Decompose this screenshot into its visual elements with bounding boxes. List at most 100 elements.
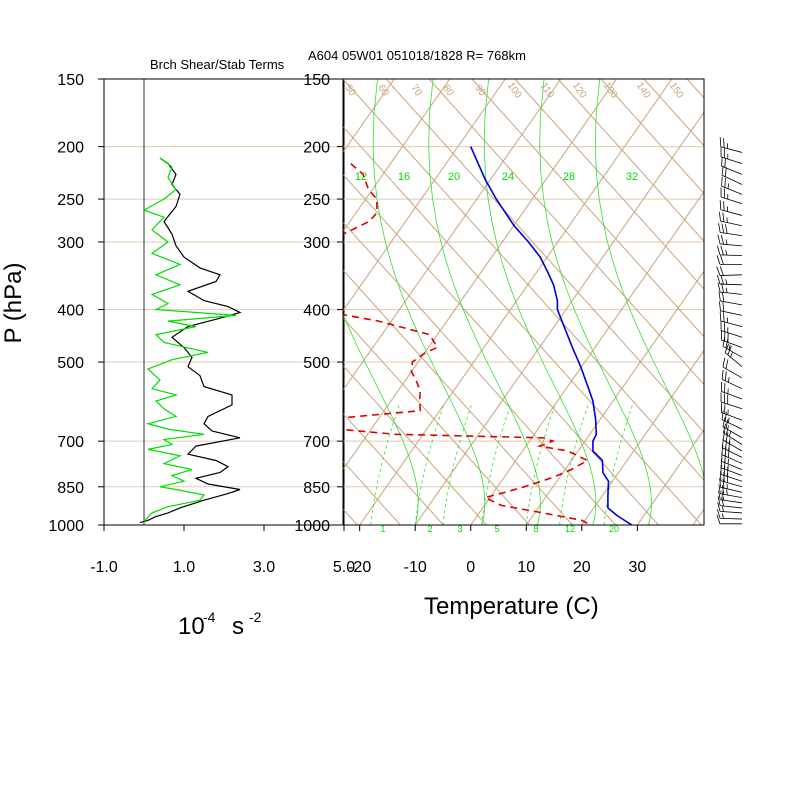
x-tick-label-right: -10 (404, 559, 427, 576)
wind-barb (720, 403, 743, 421)
wind-barb (722, 336, 743, 358)
mixing-ratio-label: 2 (427, 524, 432, 534)
figure-title: A604 05W01 051018/1828 R= 768km (308, 48, 526, 63)
wind-barb (721, 410, 743, 430)
isotherm-line (636, 428, 704, 525)
wind-barb (720, 320, 743, 338)
wind-barb (719, 211, 743, 227)
wind-barbs (716, 137, 743, 525)
mixing-ratio-line (414, 404, 445, 525)
mixing-ratio-line (559, 404, 589, 525)
dry-adiabat-line (343, 173, 659, 525)
svg-text:-4: -4 (203, 609, 216, 625)
wind-barb (717, 496, 743, 509)
wind-barb (719, 137, 743, 153)
dry-adiabat-label: 150 (667, 81, 686, 101)
left-series (139, 157, 242, 524)
isotherm-line (0, 79, 228, 525)
y-tick-label-left: 850 (57, 480, 84, 497)
dry-adiabat-line (343, 79, 704, 481)
dry-adiabat-label: 70 (408, 83, 424, 99)
dry-adiabat-line (471, 79, 704, 338)
dry-adiabat-label: 120 (570, 81, 589, 101)
mixing-ratio-line (442, 404, 472, 525)
y-tick-label-right: 200 (303, 140, 330, 157)
moist-adiabat-line (372, 79, 486, 525)
wind-barb (720, 187, 743, 205)
wind-barb (720, 381, 743, 400)
skewt-background-lines (0, 79, 800, 525)
x-tick-label-right: 20 (573, 559, 591, 576)
right-x-axis-label: Temperature (C) (424, 593, 599, 620)
y-tick-label-right: 150 (303, 72, 330, 89)
mixing-ratio-line (525, 404, 556, 525)
wind-barb (721, 156, 743, 175)
y-tick-label-left: 1000 (48, 518, 84, 535)
mixing-ratio-label: 12 (565, 524, 575, 534)
right-pressure-grid (343, 78, 704, 526)
dry-adiabat-line (343, 126, 702, 525)
svg-text:10: 10 (178, 613, 205, 640)
x-tick-label-right: -20 (348, 559, 371, 576)
svg-text:s: s (232, 613, 244, 640)
dry-adiabat-line (428, 79, 704, 386)
moist-adiabat-line (539, 79, 652, 525)
mixing-ratio-label: 8 (533, 524, 538, 534)
y-axis-label: P (hPa) (0, 263, 27, 344)
wind-barb (720, 147, 743, 165)
y-tick-label-left: 250 (57, 192, 84, 209)
x-tick-label-left: -1.0 (90, 559, 118, 576)
dry-adiabat-line (343, 364, 487, 525)
wind-barb (720, 471, 743, 488)
isotherm-line (0, 79, 283, 525)
dry-adiabat-line (773, 79, 800, 525)
dry-adiabat-label: 50 (342, 83, 358, 99)
y-tick-label-right: 1000 (294, 518, 330, 535)
dry-adiabat-label: 60 (375, 83, 391, 99)
right-x-ticks: -20 -10 0 10 20 30 (348, 525, 646, 576)
y-tick-label-right: 250 (303, 192, 330, 209)
left-panel-frame (103, 78, 345, 526)
wind-barb (716, 509, 743, 520)
dry-adiabat-line (343, 269, 573, 525)
mixing-ratio-label: 1 (380, 524, 385, 534)
moist-adiabat-line (483, 79, 597, 525)
wind-barb (724, 343, 743, 368)
wind-barb (722, 417, 743, 439)
dry-adiabat-label: 100 (505, 81, 524, 101)
dry-adiabat-line (0, 79, 314, 525)
left-y-ticks: 150 200 250 300 400 500 700 850 1000 (48, 72, 104, 535)
y-tick-label-left: 400 (57, 303, 84, 320)
right-y-ticks: 150 200 250 300 400 500 700 850 1000 (294, 72, 343, 535)
wind-barb (721, 369, 743, 390)
left-x-ticks: -1.0 1.0 3.0 5.0 (90, 525, 355, 576)
svg-text:-2: -2 (249, 609, 262, 625)
wind-barb (716, 266, 743, 276)
shear-term-line (139, 157, 242, 524)
y-tick-label-left: 700 (57, 434, 84, 451)
y-tick-label-right: 700 (303, 434, 330, 451)
stability-term-line (142, 157, 237, 522)
wind-barb (718, 291, 743, 306)
wind-barb (719, 200, 743, 216)
x-tick-label-right: 0 (466, 559, 475, 576)
dry-adiabat-line (730, 79, 800, 525)
wind-barb (721, 176, 743, 195)
isotherm-line (343, 79, 451, 233)
wind-barb (717, 234, 743, 247)
y-tick-label-right: 300 (303, 235, 330, 252)
dry-adiabat-label: 140 (634, 81, 653, 101)
isotherm-line (581, 349, 704, 525)
wind-barb (722, 357, 743, 379)
wind-barb (719, 301, 743, 316)
isotherm-label: 28 (563, 171, 575, 183)
dry-adiabat-label: 90 (472, 83, 488, 99)
mixing-ratio-line (370, 404, 400, 525)
dry-adiabat-line (343, 221, 616, 525)
y-tick-label-left: 500 (57, 355, 84, 372)
wind-barb (719, 477, 743, 493)
y-tick-label-left: 200 (57, 140, 84, 157)
mixing-ratio-label: 5 (494, 524, 499, 534)
dry-adiabat-line (557, 79, 704, 242)
